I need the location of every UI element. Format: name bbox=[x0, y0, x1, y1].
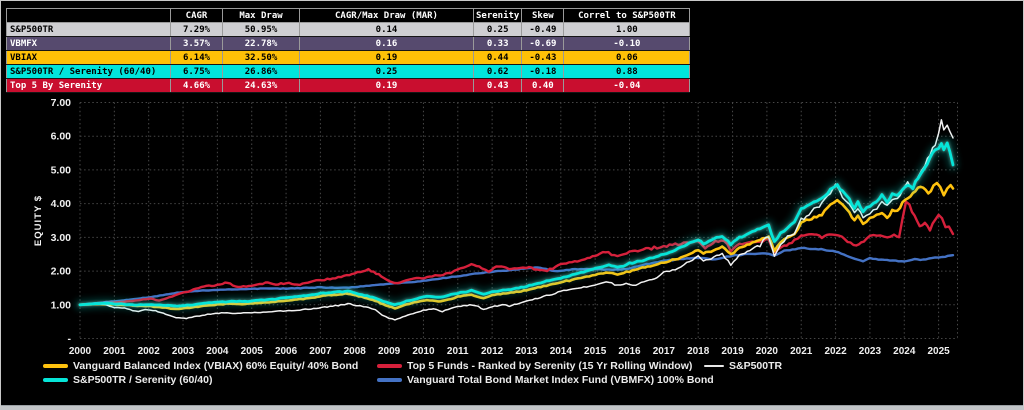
cagr-value: 4.66% bbox=[170, 78, 223, 93]
legend-label-sp500tr: S&P500TR bbox=[729, 360, 783, 372]
y-tick: 4.00 bbox=[51, 198, 72, 210]
x-tick: 2003 bbox=[172, 346, 195, 357]
header-serenity: Serenity bbox=[472, 8, 523, 23]
legend-label-vbmfx: Vanguard Total Bond Market Index Fund (V… bbox=[407, 374, 714, 386]
mar-value: 0.19 bbox=[299, 78, 474, 93]
y-tick: 5.00 bbox=[51, 164, 72, 176]
series-line-sp500tr bbox=[79, 119, 954, 321]
y-axis-tick-labels: 7.00 6.00 5.00 4.00 3.00 2.00 1.00 - bbox=[51, 97, 72, 345]
series-line-vbmfx-100-bond bbox=[78, 246, 955, 306]
stats-header-row: CAGR Max Draw CAGR/Max Draw (MAR) Sereni… bbox=[6, 8, 691, 23]
x-tick: 2020 bbox=[756, 346, 779, 357]
x-tick: 2022 bbox=[824, 346, 847, 357]
x-tick: 2017 bbox=[653, 346, 676, 357]
y-tick: 7.00 bbox=[51, 97, 72, 109]
x-tick: 2015 bbox=[584, 346, 607, 357]
x-axis-tick-labels: 2000 2001 2002 2003 2004 2005 2006 2007 2008 2009… bbox=[69, 346, 950, 357]
serenity-value: 0.44 bbox=[472, 50, 523, 65]
stats-table: CAGR Max Draw CAGR/Max Draw (MAR) Sereni… bbox=[6, 8, 691, 93]
x-tick: 2001 bbox=[103, 346, 126, 357]
table-row-top5: Top 5 By Serenity 4.66% 24.63% 0.19 0.43… bbox=[6, 78, 691, 93]
y-tick: 2.00 bbox=[51, 266, 72, 278]
vbiax-line-swatch-icon bbox=[43, 364, 68, 368]
table-row-vbiax: VBIAX 6.14% 32.50% 0.19 0.44 -0.43 0.06 bbox=[6, 50, 691, 65]
x-tick: 2000 bbox=[69, 346, 92, 357]
x-tick: 2008 bbox=[344, 346, 367, 357]
x-tick: 2009 bbox=[378, 346, 401, 357]
legend-item-serenity-60-40: S&P500TR / Serenity (60/40) bbox=[43, 374, 212, 386]
x-tick: 2025 bbox=[927, 346, 950, 357]
legend-label-vbiax: Vanguard Balanced Index (VBIAX) 60% Equi… bbox=[73, 360, 359, 372]
y-tick: 1.00 bbox=[51, 299, 72, 311]
y-tick: 6.00 bbox=[51, 131, 72, 143]
series-line-top5-by-serenity bbox=[78, 200, 955, 306]
series-glow-outer-sp500tr-serenity-60-40 bbox=[74, 137, 959, 312]
table-row-sp500tr: S&P500TR 7.29% 50.95% 0.14 0.25 -0.49 1.… bbox=[6, 22, 691, 37]
gridlines bbox=[79, 102, 958, 339]
legend-label-serenity-60-40: S&P500TR / Serenity (60/40) bbox=[73, 374, 213, 386]
y-tick: - bbox=[68, 333, 72, 345]
x-tick: 2014 bbox=[550, 346, 573, 357]
legend-item-top5: Top 5 Funds - Ranked by Serenity (15 Yr … bbox=[377, 360, 692, 372]
header-blank bbox=[6, 8, 171, 23]
x-tick: 2019 bbox=[721, 346, 744, 357]
frame-bottom-edge bbox=[1, 405, 1023, 406]
series-line-sp500tr-serenity-60-40 bbox=[78, 141, 955, 308]
sp500tr-line-swatch-icon bbox=[704, 365, 724, 367]
x-tick: 2023 bbox=[859, 346, 882, 357]
series-glow-inner-sp500tr-serenity-60-40 bbox=[77, 140, 956, 309]
x-tick: 2021 bbox=[790, 346, 813, 357]
x-tick: 2005 bbox=[241, 346, 264, 357]
legend-item-sp500tr: S&P500TR bbox=[701, 360, 782, 372]
x-tick: 2018 bbox=[687, 346, 710, 357]
vbmfx-line-swatch-icon bbox=[377, 378, 402, 382]
top5-line-swatch-icon bbox=[377, 364, 402, 368]
x-tick: 2007 bbox=[309, 346, 332, 357]
x-tick: 2010 bbox=[412, 346, 435, 357]
legend-label-top5: Top 5 Funds - Ranked by Serenity (15 Yr … bbox=[407, 360, 693, 372]
correl-value: -0.04 bbox=[563, 78, 691, 93]
y-axis-title: EQUITY $ bbox=[33, 195, 44, 246]
x-tick: 2013 bbox=[515, 346, 538, 357]
x-tick: 2016 bbox=[618, 346, 641, 357]
x-tick: 2012 bbox=[481, 346, 504, 357]
legend-item-vbmfx: Vanguard Total Bond Market Index Fund (V… bbox=[377, 374, 714, 386]
x-tick: 2002 bbox=[138, 346, 161, 357]
legend-item-vbiax: Vanguard Balanced Index (VBIAX) 60% Equi… bbox=[43, 360, 358, 372]
header-skew: Skew bbox=[521, 8, 565, 23]
header-mar: CAGR/Max Draw (MAR) bbox=[299, 8, 474, 23]
row-label: Top 5 By Serenity bbox=[6, 78, 171, 93]
x-tick: 2024 bbox=[893, 346, 916, 357]
serenity-line-swatch-icon bbox=[43, 378, 68, 382]
y-tick: 3.00 bbox=[51, 232, 72, 244]
x-tick: 2006 bbox=[275, 346, 298, 357]
serenity-value: 0.43 bbox=[472, 78, 523, 93]
x-tick: 2004 bbox=[206, 346, 229, 357]
x-tick: 2011 bbox=[447, 346, 469, 357]
